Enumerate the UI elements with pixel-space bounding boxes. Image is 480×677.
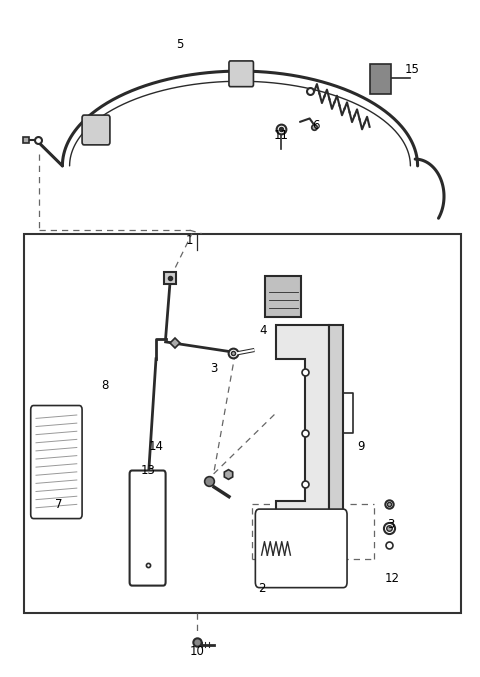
FancyBboxPatch shape (370, 64, 391, 94)
Text: 3: 3 (387, 518, 395, 531)
Text: 1: 1 (186, 234, 193, 247)
Text: 9: 9 (357, 440, 365, 454)
Text: 2: 2 (258, 582, 265, 596)
FancyBboxPatch shape (130, 471, 166, 586)
Text: 10: 10 (190, 645, 204, 658)
Text: 3: 3 (210, 362, 217, 376)
Text: 15: 15 (405, 62, 419, 76)
Text: 13: 13 (141, 464, 155, 477)
FancyBboxPatch shape (255, 509, 347, 588)
Polygon shape (329, 325, 343, 542)
Text: 11: 11 (273, 129, 288, 142)
Text: 14: 14 (148, 440, 164, 454)
Text: 7: 7 (55, 498, 63, 511)
Polygon shape (276, 325, 329, 542)
Text: 8: 8 (101, 379, 108, 393)
Text: 12: 12 (385, 572, 400, 586)
Text: 4: 4 (259, 324, 267, 337)
FancyBboxPatch shape (265, 276, 301, 317)
Bar (24, 234, 461, 613)
FancyBboxPatch shape (31, 406, 82, 519)
Text: 5: 5 (176, 37, 184, 51)
FancyBboxPatch shape (229, 61, 253, 87)
FancyBboxPatch shape (82, 115, 110, 145)
Text: 6: 6 (312, 118, 320, 132)
